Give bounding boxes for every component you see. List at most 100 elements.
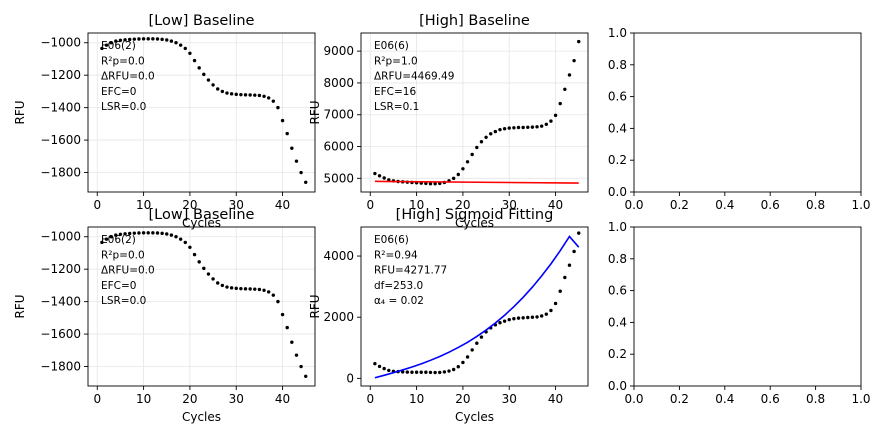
data-point [290,146,294,150]
y-tick-label: 0.4 [608,121,627,135]
data-point [276,299,280,304]
data-point [489,132,493,136]
data-point [178,43,183,47]
x-tick-label: 30 [502,198,517,212]
data-point [535,125,539,129]
data-point [100,46,104,51]
x-tick-label: 40 [275,392,290,406]
data-point [539,314,544,318]
data-point [253,93,257,97]
data-point [141,231,146,235]
annotation-line: RFU=4271.77 [374,265,447,277]
y-tick-label: 9000 [323,44,354,58]
x-tick-label: 40 [548,392,563,406]
annotation-line: R²=0.94 [374,249,418,261]
annotation-line: LSR=0.0 [101,101,146,113]
data-point [558,289,562,293]
x-axis-label: Cycles [182,216,221,230]
data-point [206,78,211,82]
data-point [257,287,262,292]
data-point [188,245,192,249]
data-point [132,231,137,235]
data-point [151,37,155,41]
data-point [382,176,386,180]
data-point [234,286,238,291]
data-point [262,94,266,98]
data-point [285,325,289,330]
data-point [118,38,123,43]
annotation-line: EFC=16 [374,86,416,98]
data-point [535,315,539,319]
data-point [123,232,127,236]
chart-title: [Low] Baseline [149,207,255,223]
annotation-line: ΔRFU=4469.49 [374,71,454,83]
data-point [253,287,257,291]
data-point [248,93,252,97]
data-point [563,275,567,280]
data-point [248,287,252,291]
data-point [377,364,382,369]
annotation-line: α₄ = 0.02 [374,295,424,307]
x-tick-label: 0 [366,198,374,212]
y-tick-label: 0.2 [608,153,627,167]
data-point [465,355,470,359]
x-tick-label: 0.4 [715,198,734,212]
x-tick-label: 10 [409,198,424,212]
data-point [271,293,276,297]
annotation-line: LSR=0.1 [374,101,419,113]
data-point [512,317,516,321]
x-tick-label: 40 [548,198,563,212]
x-tick-label: 10 [409,392,424,406]
data-point [243,93,248,97]
data-point [456,365,460,369]
data-point [197,260,201,264]
data-point [516,316,521,320]
data-point [225,285,229,289]
data-point [502,127,507,131]
data-point [220,89,225,94]
x-tick-label: 0.0 [624,198,643,212]
data-point [100,240,104,245]
y-tick-label: −1600 [40,327,81,341]
data-point [104,237,109,241]
y-tick-label: −1200 [40,68,81,82]
data-point [539,124,544,128]
data-point [141,37,146,41]
data-point [530,315,535,319]
x-tick-label: 0.0 [624,392,643,406]
data-point [243,287,248,291]
data-point [188,51,192,55]
y-tick-label: 0.2 [608,347,627,361]
data-point [553,301,558,306]
x-tick-label: 0 [366,392,374,406]
annotation-line: R²p=0.0 [101,249,145,261]
data-point [451,367,456,372]
data-point [516,125,521,130]
data-point [572,249,576,254]
data-point [400,370,405,374]
data-point [304,180,308,184]
axes-frame [87,32,316,193]
data-point [192,252,197,257]
data-point [512,126,516,130]
data-point [544,312,549,316]
data-point [414,370,419,374]
data-point [202,72,206,77]
data-point [493,129,498,134]
data-point [266,290,271,294]
annotation-line: E06(2) [101,40,136,52]
data-point [229,286,234,290]
data-point [433,370,437,375]
x-tick-label: 1.0 [851,392,870,406]
x-tick-label: 30 [229,392,244,406]
y-tick-label: 5000 [323,171,354,185]
data-point [290,340,294,344]
y-tick-label: 0.8 [608,58,627,72]
data-point [299,364,303,369]
data-point [216,281,220,285]
y-axis-label: RFU [13,100,27,124]
data-point [239,92,243,97]
y-tick-label: −1000 [40,230,81,244]
data-point [280,118,285,123]
data-point [577,39,581,44]
